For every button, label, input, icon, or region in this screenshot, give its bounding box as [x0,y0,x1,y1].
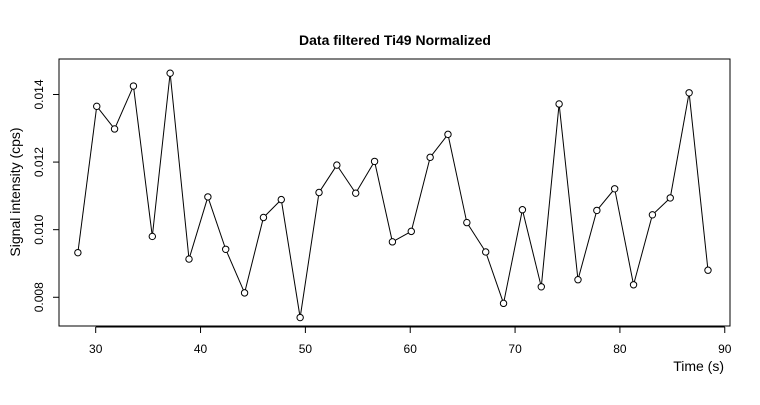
series-line-segment [614,191,634,282]
x-tick-label: 70 [508,342,522,356]
x-tick-label: 30 [89,342,103,356]
data-point [185,255,193,263]
series-line-segment [503,212,523,301]
series-line-segment [226,252,244,291]
series-line-segment [448,137,467,220]
series-line-segment [281,202,301,315]
y-tick-label: 0.008 [32,282,46,312]
x-axis-label: Time (s) [673,358,724,374]
data-point [74,248,82,257]
y-axis: 0.008 0.010 0.012 0.014 [32,79,60,312]
data-point [499,299,508,308]
x-tick-label: 40 [194,342,208,356]
series-line-segment [394,232,409,241]
series-line-segment [208,199,226,247]
data-point [240,289,249,297]
data-point [537,283,545,291]
data-point [110,125,119,133]
data-point [518,206,527,214]
series-line-segment [411,160,430,229]
chart-title: Data filtered Ti49 Normalized [299,32,491,48]
data-point [296,313,304,322]
data-point [482,248,490,256]
x-axis: 30 40 50 60 70 80 90 [89,326,732,356]
series-line-segment [578,213,597,277]
data-point [259,213,268,222]
series-line-segment [115,88,133,127]
series-line-segment [598,190,614,209]
data-point [352,189,360,197]
series-line-segment [98,108,113,127]
data-point [610,185,619,193]
series-line-segment [633,217,653,282]
series-line-segment [356,163,374,191]
series-line-segment [265,201,280,216]
series-line-segment [152,76,171,234]
data-point [277,195,285,204]
data-point [648,211,657,219]
data-point [629,281,638,289]
data-point [574,275,582,284]
data-point [555,100,563,108]
data-point [148,232,157,241]
y-tick-label: 0.010 [32,214,46,244]
data-point [444,130,452,139]
data-point [204,193,212,201]
series-line-segment [300,195,320,315]
data-point [593,206,601,215]
data-point [704,266,712,274]
data-point [666,194,674,202]
series-line-segment [374,164,393,239]
series-signal [74,69,712,322]
plot-border [58,58,731,327]
x-tick-label: 80 [613,342,627,356]
data-point [315,188,323,197]
series-line-segment [688,95,709,268]
x-tick-label: 90 [718,342,732,356]
y-tick-label: 0.012 [32,147,46,177]
series-line-segment [541,107,560,284]
data-point [222,245,230,253]
series-line-segment [338,167,355,191]
data-point [93,102,101,111]
series-line-segment [169,76,190,256]
data-point [463,218,471,227]
series-line-segment [654,199,669,213]
series-line-segment [670,95,690,195]
data-point [333,161,341,169]
data-point [685,89,693,97]
series-line-segment [522,212,542,284]
series-line-segment [468,225,485,250]
x-tick-label: 60 [404,342,418,356]
series-line-segment [244,220,264,290]
series-line-segment [133,89,153,234]
series-line-segment [189,199,208,257]
series-line-segment [320,167,336,191]
series-line-segment [558,107,579,277]
data-point [129,82,138,90]
x-tick-label: 50 [299,342,313,356]
y-tick-label: 0.014 [32,79,46,109]
series-line-segment [486,254,503,301]
y-axis-label: Signal intensity (cps) [7,127,23,256]
data-point [388,238,397,246]
series-line-segment [431,136,447,156]
series-line-segment [77,109,97,250]
data-point [166,69,174,77]
data-point [407,227,415,236]
data-point [370,157,379,166]
data-point [426,153,434,162]
